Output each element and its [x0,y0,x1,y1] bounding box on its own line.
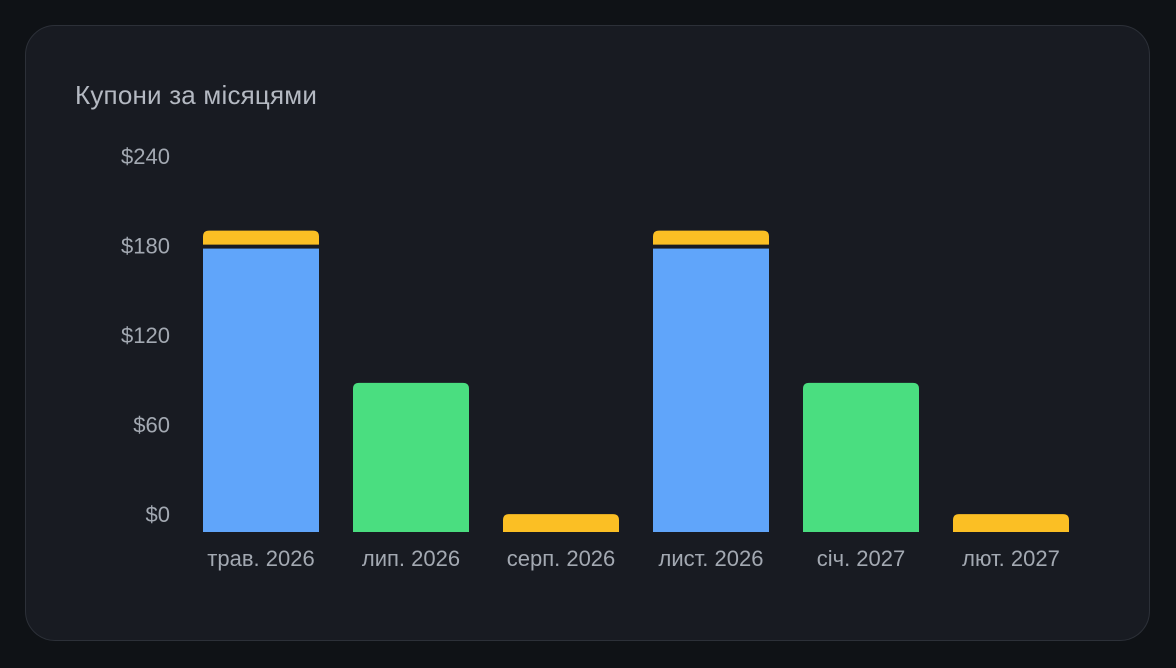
bar-segment [653,248,769,533]
x-tick-label: лют. 2027 [962,546,1060,571]
x-tick-label: трав. 2026 [207,546,314,571]
x-tick-label: серп. 2026 [507,546,616,571]
y-tick-label: $180 [121,234,170,259]
bar-segment [953,514,1069,532]
bar-segment [653,230,769,245]
x-tick-label: лист. 2026 [659,546,764,571]
x-tick-label: лип. 2026 [362,546,460,571]
bar-segment [803,382,919,532]
bar-segment [203,248,319,533]
y-tick-label: $0 [146,502,170,527]
x-tick-label: січ. 2027 [817,546,906,571]
y-tick-label: $120 [121,323,170,348]
chart-title: Купони за місяцями [75,80,318,110]
bar-segment [353,382,469,532]
y-tick-label: $240 [121,144,170,169]
y-tick-label: $60 [133,413,170,438]
bar-segment [503,514,619,532]
bar-segment [203,230,319,245]
